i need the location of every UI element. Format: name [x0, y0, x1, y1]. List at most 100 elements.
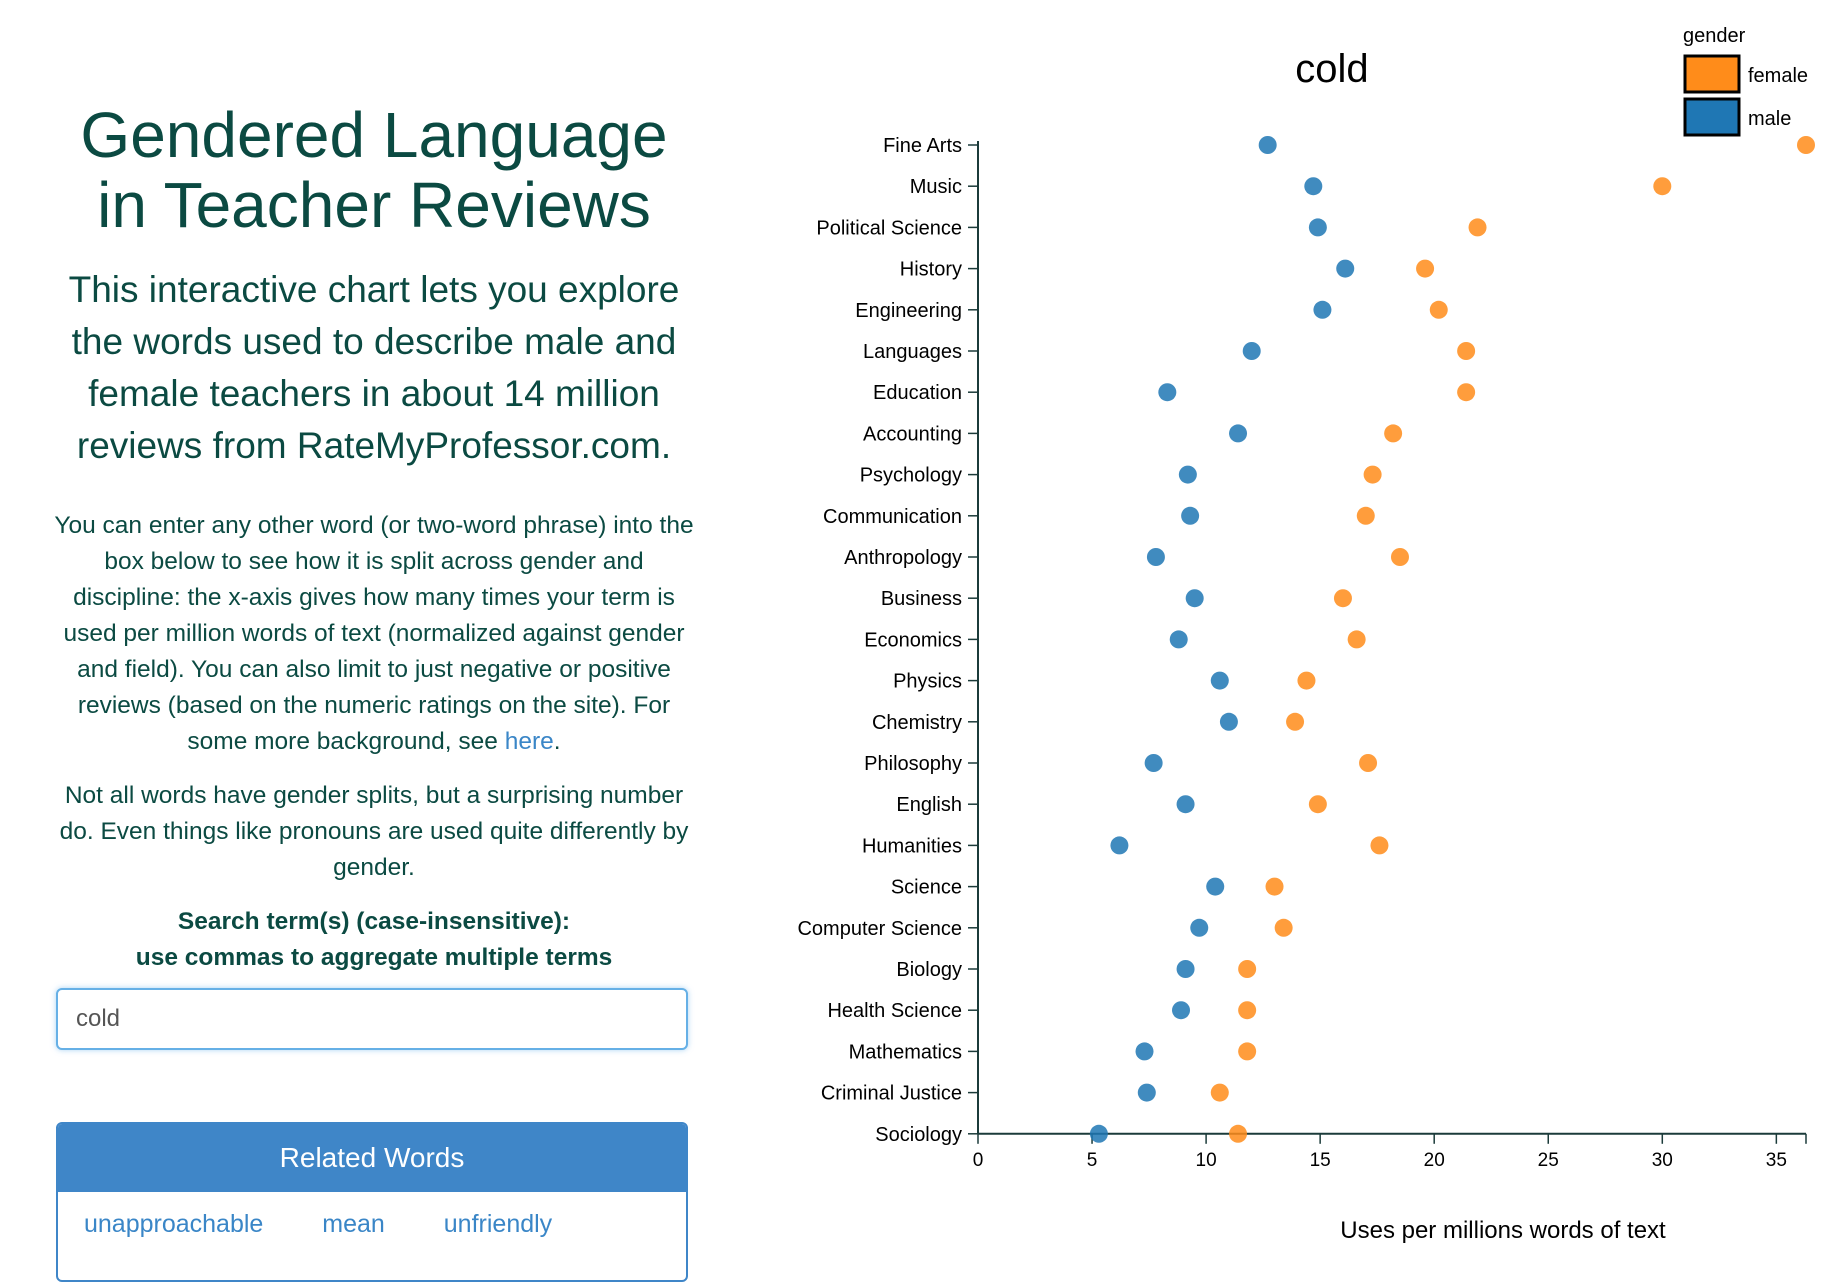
female-point: [1359, 754, 1378, 772]
y-tick-label: English: [896, 794, 962, 816]
male-point: [1206, 877, 1225, 896]
related-word-link[interactable]: unapproachable: [84, 1210, 264, 1238]
legend-label-male: male: [1748, 108, 1791, 130]
x-tick-label: 25: [1538, 1150, 1559, 1171]
male-point: [1089, 1124, 1108, 1143]
x-axis-label: Uses per millions words of text: [1340, 1217, 1666, 1244]
female-point: [1238, 1001, 1257, 1020]
female-point: [1286, 712, 1305, 731]
y-tick-label: Anthropology: [844, 547, 962, 569]
y-tick-label: Political Science: [816, 217, 962, 239]
background-link[interactable]: here: [504, 728, 554, 755]
intro-text: This interactive chart lets you explore …: [68, 269, 680, 466]
x-tick-label: 15: [1310, 1150, 1331, 1171]
male-point: [1146, 548, 1165, 566]
legend-label-female: female: [1748, 65, 1808, 87]
male-point: [1308, 218, 1327, 237]
male-point: [1190, 918, 1209, 937]
female-point: [1238, 960, 1257, 978]
y-tick-label: Fine Arts: [883, 135, 962, 157]
y-tick-label: Criminal Justice: [821, 1083, 962, 1105]
female-point: [1429, 300, 1448, 319]
male-point: [1210, 671, 1229, 690]
related-word-link[interactable]: unfriendly: [443, 1210, 553, 1238]
female-point: [1356, 506, 1375, 525]
left-panel: Gendered Language in Teacher Reviews Thi…: [40, 0, 708, 1050]
male-point: [1110, 836, 1129, 855]
y-tick-label: Languages: [863, 341, 962, 363]
male-point: [1137, 1083, 1156, 1102]
y-tick-label: History: [900, 259, 962, 281]
male-point: [1135, 1042, 1154, 1061]
y-tick-label: Education: [873, 382, 962, 404]
page-title: Gendered Language in Teacher Reviews: [40, 100, 708, 240]
y-tick-label: Communication: [823, 506, 962, 528]
x-tick-label: 35: [1766, 1150, 1787, 1171]
instructions-text: You can enter any other word (or two-wor…: [54, 512, 694, 755]
male-point: [1169, 630, 1188, 649]
x-tick-label: 10: [1196, 1150, 1217, 1171]
female-point: [1265, 877, 1284, 896]
female-point: [1229, 1124, 1248, 1143]
male-point: [1219, 712, 1238, 731]
y-tick-label: Psychology: [860, 465, 962, 487]
male-point: [1258, 136, 1277, 154]
female-point: [1416, 259, 1435, 278]
female-point: [1653, 177, 1672, 196]
x-tick-label: 0: [973, 1150, 984, 1171]
y-tick-label: Mathematics: [849, 1041, 962, 1063]
y-tick-label: Sociology: [875, 1124, 962, 1146]
y-tick-label: Science: [891, 877, 962, 899]
male-point: [1172, 1001, 1191, 1020]
y-tick-label: Engineering: [855, 300, 962, 322]
legend-title: gender: [1683, 25, 1746, 47]
title-line-2: in Teacher Reviews: [97, 169, 651, 241]
female-point: [1457, 342, 1476, 360]
male-point: [1313, 300, 1332, 319]
female-point: [1384, 424, 1403, 443]
search-label: Search term(s) (case-insensitive): use c…: [40, 904, 708, 976]
male-point: [1185, 589, 1204, 608]
y-tick-label: Business: [881, 588, 962, 610]
female-point: [1390, 548, 1409, 566]
female-point: [1370, 836, 1389, 855]
related-word-link[interactable]: mean: [322, 1210, 385, 1238]
search-label-line-1: Search term(s) (case-insensitive):: [177, 908, 571, 935]
male-point: [1158, 383, 1177, 402]
y-tick-label: Accounting: [863, 423, 962, 445]
y-tick-label: Health Science: [827, 1000, 962, 1022]
x-tick-label: 20: [1424, 1150, 1445, 1171]
male-point: [1336, 259, 1355, 278]
male-point: [1181, 506, 1200, 525]
y-tick-label: Computer Science: [797, 918, 962, 940]
male-point: [1176, 795, 1195, 814]
male-point: [1176, 960, 1195, 978]
female-point: [1347, 630, 1366, 649]
y-tick-label: Philosophy: [864, 753, 962, 775]
male-point: [1178, 465, 1197, 484]
y-tick-label: Chemistry: [872, 712, 962, 734]
female-point: [1457, 383, 1476, 402]
related-words-panel: Related Words unapproachable mean unfrie…: [56, 1122, 688, 1282]
legend-swatch-female: [1683, 54, 1741, 94]
male-point: [1229, 424, 1248, 443]
female-point: [1333, 589, 1352, 608]
female-point: [1210, 1083, 1229, 1102]
y-tick-label: Biology: [896, 959, 962, 981]
y-tick-label: Economics: [864, 629, 962, 651]
female-point: [1797, 136, 1815, 154]
female-point: [1468, 218, 1487, 237]
female-point: [1297, 671, 1316, 690]
legend-swatch-male: [1683, 97, 1741, 137]
pronouns-paragraph: Not all words have gender splits, but a …: [59, 782, 689, 881]
female-point: [1238, 1042, 1257, 1061]
female-point: [1274, 918, 1293, 937]
instructions-period: .: [553, 728, 561, 755]
x-tick-label: 30: [1652, 1150, 1673, 1171]
search-input[interactable]: [56, 988, 688, 1050]
search-label-line-2: use commas to aggregate multiple terms: [135, 944, 613, 971]
female-point: [1363, 465, 1382, 484]
instructions-paragraph: You can enter any other word (or two-wor…: [50, 508, 698, 760]
female-point: [1308, 795, 1327, 814]
